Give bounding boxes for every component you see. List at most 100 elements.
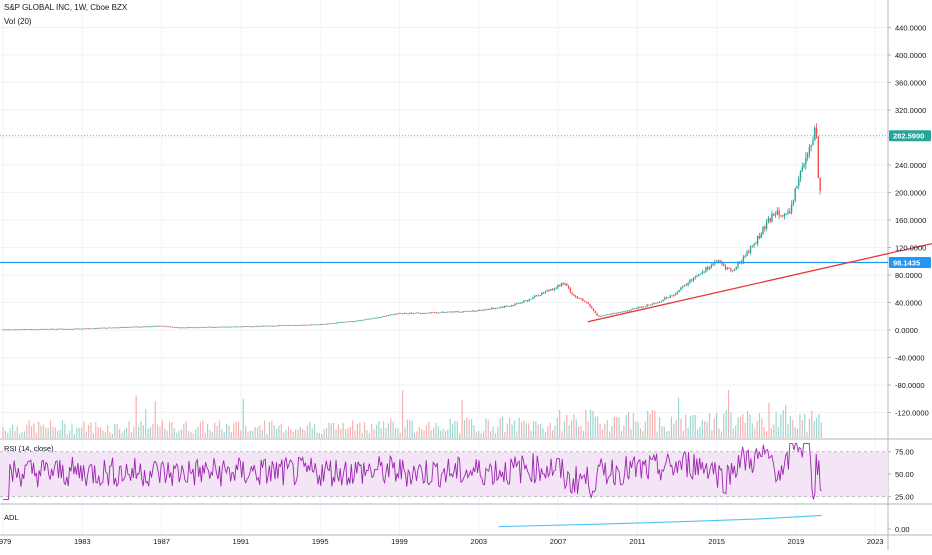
volume-bar	[758, 413, 761, 438]
volume-bar	[692, 414, 694, 438]
volume-bar	[323, 429, 325, 438]
candle-body	[819, 178, 821, 191]
candle-body	[385, 315, 388, 317]
price-tick-label: 440.0000	[895, 24, 926, 33]
candle-body	[66, 329, 68, 330]
volume-bar	[421, 428, 423, 438]
volume-bar	[228, 425, 230, 438]
volume-bar	[14, 430, 16, 438]
volume-bar	[45, 427, 47, 438]
candle-body	[273, 325, 275, 327]
candle-body	[84, 328, 86, 330]
candle-body	[539, 295, 541, 296]
candle-body	[591, 306, 593, 309]
volume-bar	[211, 431, 213, 438]
candle-body	[649, 304, 652, 306]
volume-bar	[71, 423, 73, 438]
candle-body	[394, 314, 397, 315]
volume-bar	[575, 419, 577, 438]
candle-body	[773, 213, 775, 216]
volume-bar	[523, 420, 525, 438]
candle-body	[237, 326, 240, 328]
candle-body	[646, 304, 648, 307]
candle-body	[23, 329, 26, 330]
candle-body	[753, 243, 755, 246]
candle-body	[748, 251, 750, 253]
candle-body	[812, 140, 814, 146]
candle-body	[592, 308, 595, 311]
candle-body	[357, 320, 359, 322]
candle-body	[166, 326, 168, 328]
candle-body	[159, 325, 161, 327]
candle-body	[764, 226, 766, 229]
volume-bar	[647, 410, 649, 438]
candle-body	[594, 310, 597, 314]
candle-body	[182, 327, 184, 329]
volume-bar	[285, 430, 287, 438]
candle-body	[596, 313, 598, 316]
volume-bar	[107, 425, 109, 438]
volume-bar	[275, 428, 278, 438]
candle-body	[724, 265, 727, 269]
rsi-pane-title[interactable]: RSI (14, close)	[4, 444, 54, 453]
volume-bar	[815, 417, 818, 438]
volume-bar	[149, 426, 152, 438]
volume-bar	[661, 426, 663, 438]
volume-bar	[787, 424, 789, 438]
candle-body	[380, 316, 382, 318]
candle-body	[412, 312, 415, 314]
candle-body	[648, 304, 650, 306]
candle-body	[155, 325, 158, 327]
candle-body	[519, 302, 522, 304]
candle-body	[132, 326, 134, 328]
candle-body	[375, 317, 377, 319]
price-tick-label: 360.0000	[895, 79, 926, 88]
candle-body	[189, 327, 192, 329]
candle-body	[630, 309, 632, 311]
volume-bar	[763, 427, 765, 438]
volume-bar	[214, 422, 216, 438]
volume-bar	[237, 421, 240, 438]
volume-bar	[749, 414, 751, 438]
candle-body	[639, 307, 641, 308]
volume-bar	[28, 420, 30, 438]
volume-bar	[116, 423, 118, 438]
trendline	[587, 242, 932, 323]
volume-legend[interactable]: Vol (20)	[4, 17, 32, 26]
volume-bar	[328, 422, 330, 438]
candle-body	[633, 308, 636, 310]
adl-pane-title[interactable]: ADL	[4, 513, 19, 522]
candle-body	[118, 327, 120, 329]
candle-body	[817, 136, 820, 179]
candle-body	[637, 307, 639, 309]
candle-body	[271, 325, 274, 327]
price-tick-label: -120.0000	[895, 409, 929, 418]
candle-body	[48, 328, 51, 330]
candle-body	[223, 326, 225, 328]
symbol-legend[interactable]: S&P GLOBAL INC, 1W, Cboe BZX	[4, 3, 128, 12]
candle-body	[662, 299, 664, 301]
candle-body	[134, 326, 136, 328]
volume-bar	[325, 427, 328, 438]
candle-body	[177, 327, 179, 329]
candle-body	[198, 327, 200, 328]
volume-bar	[777, 427, 780, 438]
volume-bar	[637, 422, 639, 438]
candle-body	[689, 279, 691, 283]
volume-bar	[99, 427, 102, 438]
candle-body	[776, 210, 779, 215]
candle-body	[111, 327, 113, 329]
candle-body	[550, 289, 552, 291]
candle-body	[771, 213, 773, 222]
candle-body	[726, 267, 729, 269]
volume-bar	[516, 431, 518, 438]
candle-body	[473, 310, 475, 312]
volume-bar	[599, 423, 601, 438]
candle-body	[145, 326, 147, 328]
candle-body	[116, 327, 118, 329]
candle-body	[769, 218, 771, 222]
candle-body	[121, 326, 124, 328]
volume-bar	[718, 428, 720, 438]
price-tick-label: 0.0000	[895, 326, 918, 335]
